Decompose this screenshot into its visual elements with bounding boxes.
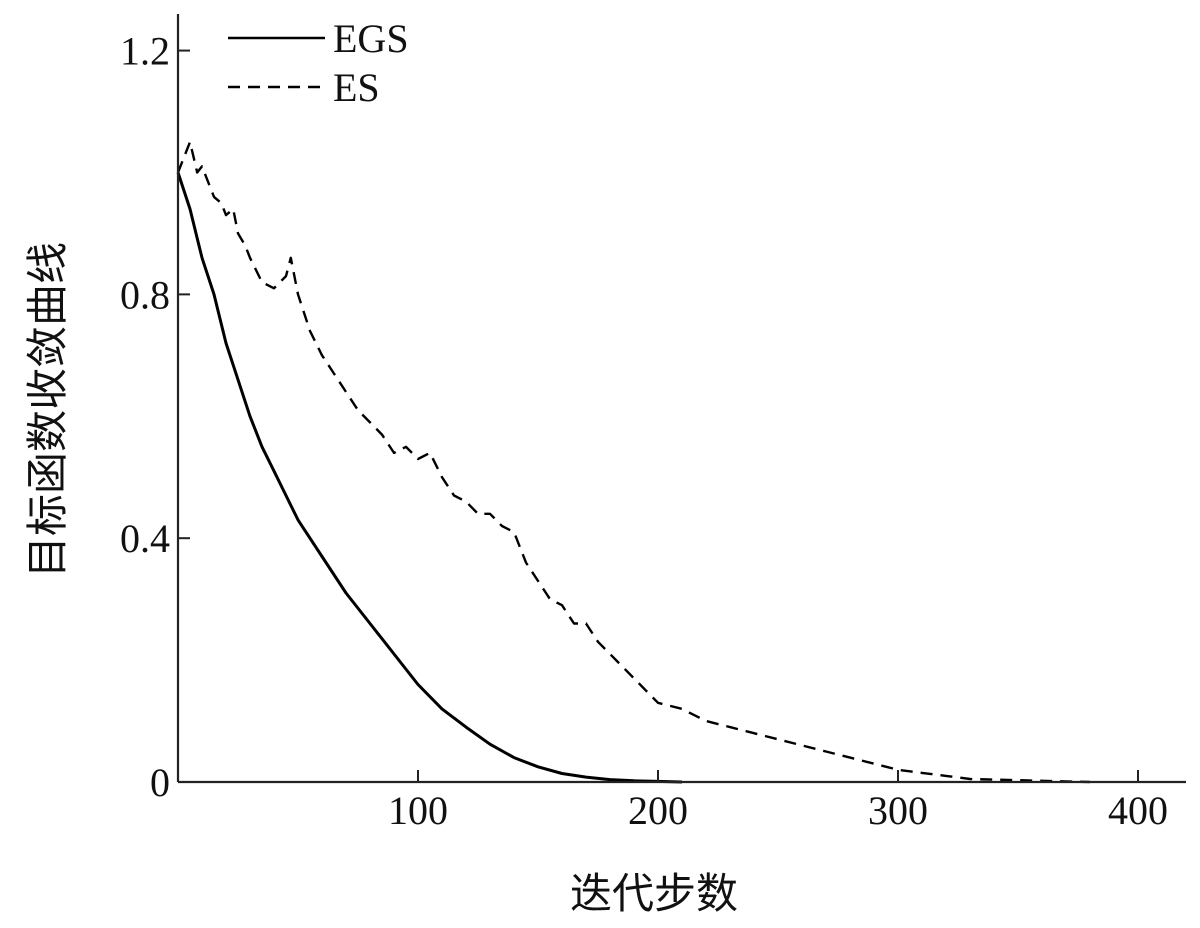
y-tick-label: 0 bbox=[150, 760, 170, 805]
legend-label-egs: EGS bbox=[333, 16, 409, 61]
x-tick-label: 100 bbox=[388, 788, 448, 833]
legend: EGS ES bbox=[228, 16, 409, 110]
y-tick-label: 0.8 bbox=[120, 272, 170, 317]
y-axis-title: 目标函数收敛曲线 bbox=[23, 242, 72, 578]
legend-label-es: ES bbox=[333, 65, 380, 110]
series-line-es bbox=[176, 140, 1091, 784]
x-tick-label: 400 bbox=[1108, 788, 1168, 833]
y-tick-label: 0.4 bbox=[120, 516, 170, 561]
x-tick-label: 200 bbox=[628, 788, 688, 833]
series-line-egs bbox=[176, 172, 683, 784]
x-axis-title: 迭代步数 bbox=[570, 869, 738, 918]
plot-area bbox=[176, 140, 1091, 784]
x-tick-label: 300 bbox=[868, 788, 928, 833]
ticks: 100 200 300 400 0 0.4 0.8 1.2 bbox=[120, 29, 1168, 833]
axes bbox=[176, 14, 1186, 784]
y-tick-label: 1.2 bbox=[120, 29, 170, 74]
